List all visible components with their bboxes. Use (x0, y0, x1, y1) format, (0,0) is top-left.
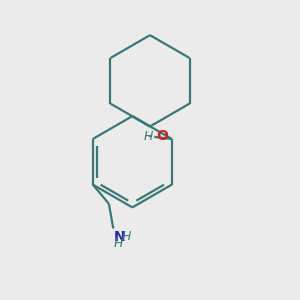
Text: H: H (114, 237, 123, 250)
Text: O: O (156, 129, 168, 143)
Text: H: H (143, 130, 153, 143)
Text: N: N (114, 230, 125, 244)
Text: H: H (122, 230, 131, 243)
Text: -: - (140, 130, 153, 143)
